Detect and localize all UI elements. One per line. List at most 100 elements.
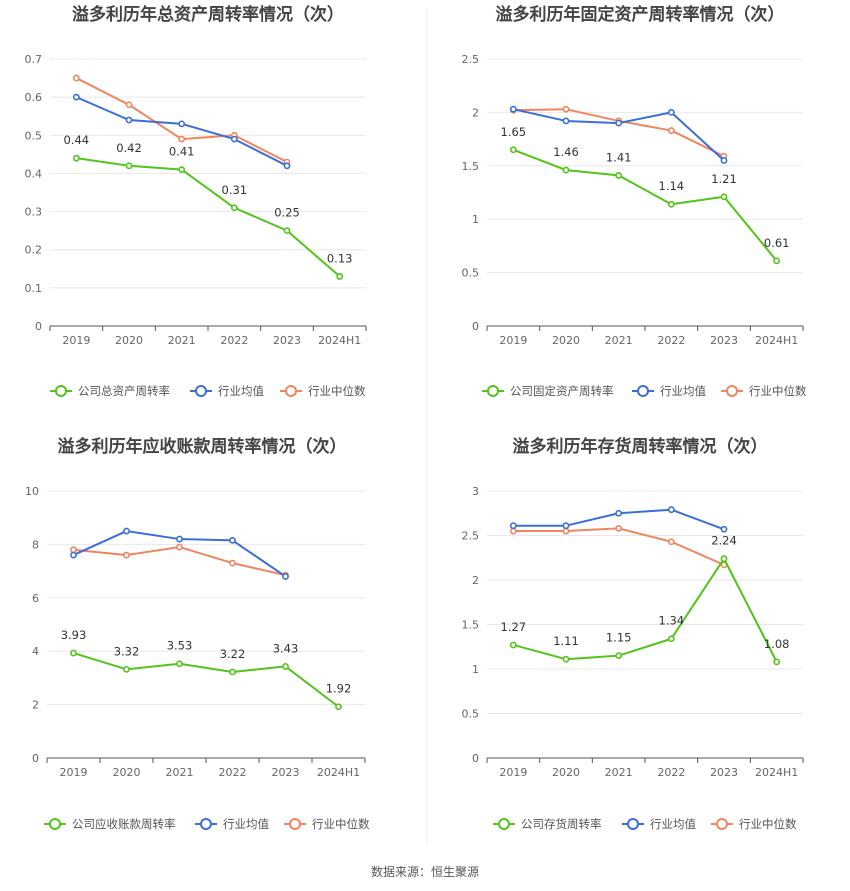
y-tick-label: 0.1	[25, 282, 43, 295]
data-point-avg	[615, 119, 623, 127]
data-point-company	[667, 635, 675, 643]
data-label: 3.53	[167, 639, 193, 653]
data-point-avg	[123, 527, 130, 535]
data-label: 3.43	[273, 641, 299, 655]
chart-title: 溢多利历年应收账款周转率情况（次）	[58, 436, 347, 457]
data-point-company	[509, 146, 517, 154]
series-line-median	[73, 546, 286, 577]
data-point-company	[282, 663, 289, 670]
data-point-median	[125, 101, 133, 109]
y-tick-label: 0	[32, 752, 39, 765]
legend-label: 公司总资产周转率	[78, 384, 170, 398]
y-tick-label: 0.5	[462, 267, 480, 280]
y-tick-label: 0.4	[25, 167, 43, 180]
data-label: 3.32	[114, 644, 140, 658]
legend-marker	[49, 818, 61, 830]
x-tick-label: 2020	[552, 766, 580, 779]
data-point-company	[178, 166, 186, 174]
data-point-median	[72, 74, 80, 82]
legend-label: 行业均值	[218, 384, 264, 398]
x-tick-label: 2019	[60, 766, 88, 779]
data-point-company	[720, 555, 728, 563]
data-point-median	[667, 538, 675, 546]
legend-item-median: 行业中位数	[711, 817, 797, 831]
data-point-avg	[125, 116, 133, 124]
legend-label: 行业均值	[650, 817, 696, 831]
data-point-company	[667, 200, 675, 208]
x-tick-label: 2024H1	[755, 766, 798, 779]
data-point-avg	[229, 536, 236, 544]
x-tick-label: 2022	[220, 334, 248, 347]
data-point-company	[615, 172, 623, 179]
y-tick-label: 3	[472, 485, 479, 498]
legend-marker	[289, 818, 301, 830]
legend-item-company: 公司存货周转率	[493, 817, 602, 831]
data-label: 3.93	[61, 628, 87, 642]
data-label: 0.44	[64, 133, 90, 147]
data-point-avg	[283, 162, 291, 170]
legend-marker	[716, 818, 728, 830]
data-label: 1.46	[553, 145, 579, 159]
y-tick-label: 8	[32, 538, 39, 551]
data-point-avg	[72, 93, 80, 101]
data-point-avg	[282, 573, 289, 580]
y-tick-label: 0	[472, 752, 479, 765]
data-point-avg	[230, 135, 238, 143]
chart-title: 溢多利历年总资产周转率情况（次）	[72, 4, 344, 25]
x-tick-label: 2024H1	[318, 334, 361, 347]
legend-item-company: 公司总资产周转率	[50, 384, 170, 398]
data-label: 1.11	[553, 634, 579, 648]
legend-item-company: 公司固定资产周转率	[482, 384, 614, 398]
y-tick-label: 0.6	[25, 91, 43, 104]
data-point-company	[125, 162, 133, 170]
data-point-company	[509, 641, 517, 649]
y-tick-label: 0	[472, 320, 479, 333]
data-label: 1.15	[606, 631, 632, 645]
legend-marker	[55, 385, 67, 397]
x-tick-label: 2022	[657, 334, 685, 347]
data-point-avg	[720, 157, 728, 164]
x-tick-label: 2023	[710, 766, 738, 779]
data-label: 0.31	[222, 183, 248, 197]
data-point-company	[562, 166, 570, 174]
data-point-avg	[178, 120, 186, 128]
data-point-company	[230, 204, 238, 212]
data-point-company	[123, 665, 130, 673]
data-point-median	[178, 135, 186, 143]
data-label: 1.08	[764, 637, 790, 651]
data-point-company	[70, 649, 77, 657]
x-tick-label: 2022	[219, 766, 247, 779]
y-tick-label: 1	[472, 663, 479, 676]
legend-item-avg: 行业均值	[632, 384, 706, 398]
x-tick-label: 2020	[113, 766, 141, 779]
data-point-avg	[720, 525, 728, 533]
y-tick-label: 2.5	[462, 530, 480, 543]
x-tick-label: 2020	[552, 334, 580, 347]
source-text: 数据来源：恒生聚源	[371, 864, 479, 879]
chart-panel-2: 溢多利历年固定资产周转率情况（次） 0 0.5 1 1.5 2 2.5 2019 2020 202…	[462, 4, 807, 398]
data-point-median	[123, 551, 130, 559]
data-point-avg	[615, 509, 623, 517]
legend-marker	[637, 385, 649, 397]
legend-item-avg: 行业均值	[195, 817, 269, 831]
x-tick-label: 2019	[499, 766, 527, 779]
legend-marker	[200, 818, 212, 830]
data-label: 1.21	[711, 172, 737, 186]
x-tick-label: 2019	[499, 334, 527, 347]
x-tick-label: 2021	[168, 334, 196, 347]
data-point-median	[229, 559, 236, 567]
data-point-company	[773, 257, 781, 265]
data-label: 3.22	[220, 647, 246, 661]
x-tick-label: 2024H1	[317, 766, 360, 779]
x-tick-label: 2023	[273, 334, 301, 347]
legend-item-avg: 行业均值	[190, 384, 264, 398]
y-tick-label: 10	[25, 485, 39, 498]
data-point-company	[176, 660, 183, 668]
legend-item-median: 行业中位数	[284, 817, 370, 831]
data-point-company	[72, 154, 80, 162]
data-point-company	[335, 703, 342, 711]
data-point-avg	[667, 109, 675, 116]
y-tick-label: 0	[35, 320, 42, 333]
legend-label: 公司存货周转率	[521, 817, 602, 831]
chart-panel-3: 溢多利历年应收账款周转率情况（次） 0 2 4 6 8 10 2019 2020 2021 2022…	[25, 436, 370, 831]
